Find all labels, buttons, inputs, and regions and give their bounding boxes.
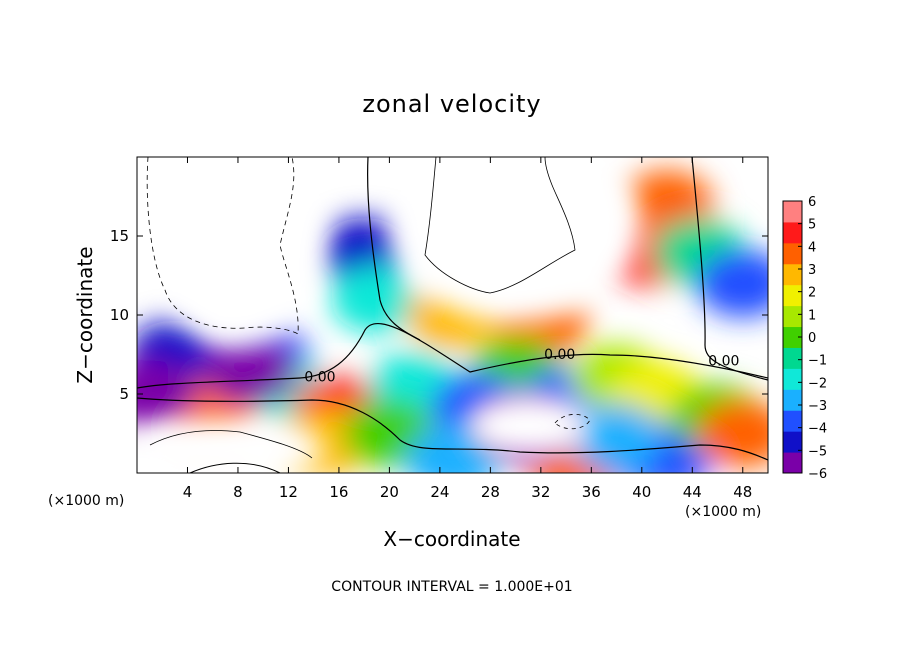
colorbar-swatch-7 xyxy=(783,305,802,328)
colorbar-swatch-8 xyxy=(783,284,802,307)
colorbar-swatch-2 xyxy=(783,410,802,432)
colorbar-swatch-6 xyxy=(783,326,802,348)
colorbar-tick-label-5: 1 xyxy=(808,308,816,323)
x-tick-label-11: 48 xyxy=(733,483,752,501)
plot-area: 0.000.00 0.00 4 8 12 16 20 24 28 32 36 40 44 48 5101… xyxy=(110,156,769,501)
y-axis-title: Z−coordinate xyxy=(73,246,97,383)
contour-label-0: 0.00 xyxy=(304,369,335,385)
field-feature-26 xyxy=(696,399,768,468)
colorbar-tick-label-3: 3 xyxy=(808,263,816,278)
field-feature-29 xyxy=(204,336,297,405)
contour-left-vertical xyxy=(367,157,421,341)
colorbar-tick-label-4: 2 xyxy=(808,286,816,301)
contour-right-vertical xyxy=(691,157,768,381)
colorbar-tick-label-11: −5 xyxy=(808,444,827,459)
field-feature-30 xyxy=(137,360,196,428)
x-tick-label-3: 16 xyxy=(329,483,348,501)
field-feature-1 xyxy=(330,265,423,334)
contour-label-1: 0.00 xyxy=(544,347,575,363)
white-region-0 xyxy=(149,157,327,347)
x-tick-label-8: 36 xyxy=(582,483,601,501)
colorbar-tick-label-12: −6 xyxy=(808,467,827,482)
contour-upper-center xyxy=(424,157,576,294)
field-feature-24 xyxy=(570,404,663,473)
contour-dashed-small xyxy=(554,413,591,430)
x-unit-left: (×1000 m) xyxy=(48,493,124,509)
contour-lines xyxy=(137,157,768,473)
y-tick-label-1: 10 xyxy=(110,306,129,324)
colorbar-swatch-5 xyxy=(783,347,802,369)
x-ticks: 4 8 12 16 20 24 28 32 36 40 44 48 xyxy=(183,157,752,501)
colorbar: 6 5 4 3 2 1 0 −1 −2 −3 −4 −5 −6 xyxy=(782,195,827,482)
colorbar-swatch-0 xyxy=(783,452,802,474)
colorbar-tick-label-2: 4 xyxy=(808,240,816,255)
colorbar-tick-label-1: 5 xyxy=(808,218,816,233)
contour-dashed-upper-left xyxy=(146,157,299,335)
x-tick-label-10: 44 xyxy=(683,483,702,501)
colorbar-swatch-4 xyxy=(783,368,802,390)
contour-lower-left xyxy=(149,430,313,459)
colorbar-tick-label-0: 6 xyxy=(808,195,816,210)
x-tick-label-7: 32 xyxy=(531,483,550,501)
velocity-field xyxy=(137,157,768,473)
colorbar-tick-label-10: −4 xyxy=(808,422,827,437)
field-feature-7 xyxy=(696,249,768,318)
colorbar-swatch-9 xyxy=(783,263,802,286)
white-region-1 xyxy=(389,157,642,323)
x-tick-label-0: 4 xyxy=(183,483,193,501)
white-region-2 xyxy=(137,417,327,473)
y-ticks: 5 10 15 xyxy=(110,227,768,403)
x-axis-title: X−coordinate xyxy=(383,527,520,551)
zero-contour-lower xyxy=(137,397,768,461)
colorbar-tick-label-9: −3 xyxy=(808,399,827,414)
colorbar-tick-label-7: −1 xyxy=(808,354,827,369)
colorbar-swatch-12 xyxy=(783,201,802,223)
y-tick-label-0: 5 xyxy=(119,385,129,403)
x-tick-label-1: 8 xyxy=(233,483,243,501)
y-tick-label-2: 15 xyxy=(110,227,129,245)
contour-interval-note: CONTOUR INTERVAL = 1.000E+01 xyxy=(331,579,572,595)
chart-title: zonal velocity xyxy=(362,90,541,118)
colorbar-swatch-3 xyxy=(783,389,802,411)
x-unit-right: (×1000 m) xyxy=(685,504,761,520)
x-tick-label-6: 28 xyxy=(481,483,500,501)
colorbar-swatch-11 xyxy=(783,221,802,244)
contour-label-group: 0.00 0.00 0.00 xyxy=(304,347,739,385)
contour-label-2: 0.00 xyxy=(708,354,739,370)
x-tick-label-2: 12 xyxy=(279,483,298,501)
white-region-3 xyxy=(465,394,592,458)
x-tick-label-9: 40 xyxy=(632,483,651,501)
colorbar-swatch-1 xyxy=(783,431,802,453)
colorbar-tick-label-6: 0 xyxy=(808,331,816,346)
colorbar-swatch-10 xyxy=(783,242,802,265)
out-of-range-regions xyxy=(137,157,642,473)
contour-bottom-left xyxy=(189,462,281,473)
x-tick-label-5: 24 xyxy=(430,483,449,501)
colorbar-tick-label-8: −2 xyxy=(808,376,827,391)
x-tick-label-4: 20 xyxy=(380,483,399,501)
